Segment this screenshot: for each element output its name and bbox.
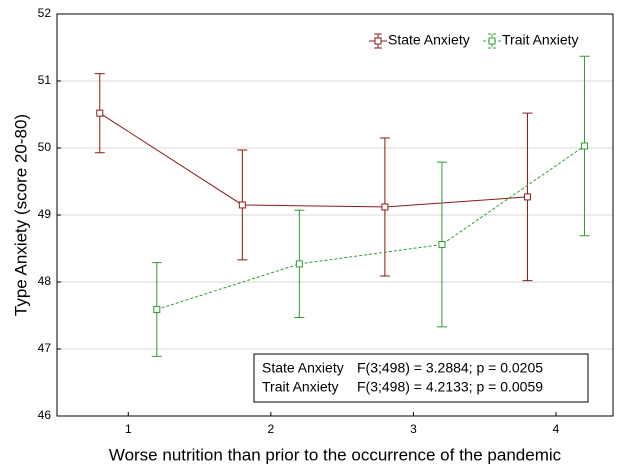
marker <box>438 240 446 248</box>
annotation-box <box>253 353 589 403</box>
y-tick-label: 52 <box>38 6 52 20</box>
x-axis-label: Worse nutrition than prior to the occurr… <box>109 445 562 464</box>
x-tick-label: 1 <box>125 422 132 436</box>
y-tick-label: 47 <box>38 341 52 355</box>
x-tick-label: 3 <box>410 422 417 436</box>
plot-frame <box>56 13 614 417</box>
y-tick-label: 51 <box>38 73 52 87</box>
x-tick-label: 2 <box>268 422 275 436</box>
marker <box>96 109 104 117</box>
x-tick-label: 4 <box>553 422 560 436</box>
y-tick-label: 50 <box>38 140 52 154</box>
marker <box>153 305 161 313</box>
marker <box>295 260 303 268</box>
marker <box>523 193 531 201</box>
marker <box>238 201 246 209</box>
y-tick-label: 48 <box>38 274 52 288</box>
annotation-label: Trait Anxiety <box>262 379 339 395</box>
legend-marker <box>374 37 382 45</box>
marker <box>381 203 389 211</box>
legend-label: State Anxiety <box>388 32 470 48</box>
annotation-label: State Anxiety <box>262 360 344 376</box>
legend-label: Trait Anxiety <box>502 32 579 48</box>
series-line <box>99 112 528 208</box>
y-tick-label: 49 <box>38 207 52 221</box>
annotation-text: F(3;498) = 3.2884; p = 0.0205 <box>357 360 543 376</box>
y-tick-label: 46 <box>38 408 52 422</box>
marker <box>580 142 588 150</box>
series-line <box>156 145 585 310</box>
legend-marker <box>488 37 496 45</box>
y-axis-label: Type Anxiety (score 20-80) <box>11 114 30 316</box>
annotation-text: F(3;498) = 4.2133; p = 0.0059 <box>357 379 543 395</box>
